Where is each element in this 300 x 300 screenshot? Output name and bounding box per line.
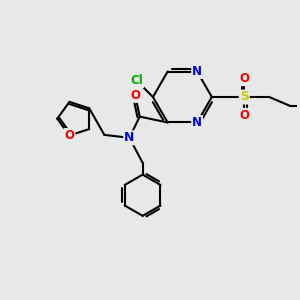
Text: O: O: [239, 109, 249, 122]
Text: O: O: [130, 89, 140, 102]
Text: Cl: Cl: [130, 74, 143, 87]
Text: O: O: [64, 129, 74, 142]
Text: S: S: [240, 91, 249, 103]
Text: N: N: [192, 116, 202, 129]
Text: N: N: [124, 131, 135, 144]
Text: N: N: [192, 65, 202, 78]
Text: O: O: [239, 72, 249, 85]
